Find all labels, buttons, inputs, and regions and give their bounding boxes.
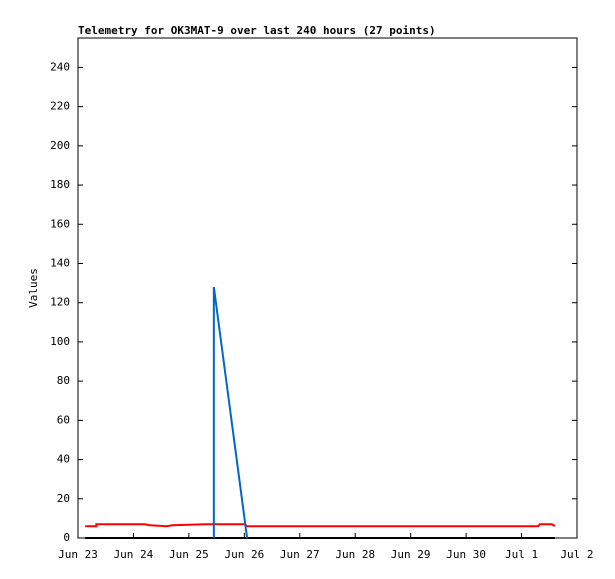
y-tick-label: 120 [50,296,70,309]
series-line [212,286,249,539]
series-line [85,523,556,528]
y-tick-label: 180 [50,178,70,191]
y-tick-label: 140 [50,256,70,269]
y-tick-label: 20 [57,492,70,505]
y-tick-label: 100 [50,335,70,348]
x-tick-label: Jul 1 [505,548,538,561]
x-tick-label: Jun 30 [446,548,486,561]
y-tick-label: 0 [63,531,70,544]
x-tick-label: Jun 25 [169,548,209,561]
x-tick-label: Jun 29 [391,548,431,561]
plot-frame [77,37,578,539]
y-tick-label: 220 [50,100,70,113]
y-axis-label: Values [27,268,40,308]
x-tick-label: Jun 24 [114,548,154,561]
x-tick-label: Jun 27 [280,548,320,561]
y-tick-label: 160 [50,217,70,230]
y-tick-label: 40 [57,453,70,466]
x-tick-label: Jun 23 [58,548,98,561]
x-tick-label: Jun 26 [224,548,264,561]
y-tick-label: 60 [57,413,70,426]
chart-title: Telemetry for OK3MAT-9 over last 240 hou… [78,24,436,37]
x-tick-label: Jun 28 [335,548,375,561]
y-tick-label: 80 [57,374,70,387]
y-tick-label: 200 [50,139,70,152]
y-tick-label: 240 [50,60,70,73]
x-tick-label: Jul 2 [560,548,593,561]
